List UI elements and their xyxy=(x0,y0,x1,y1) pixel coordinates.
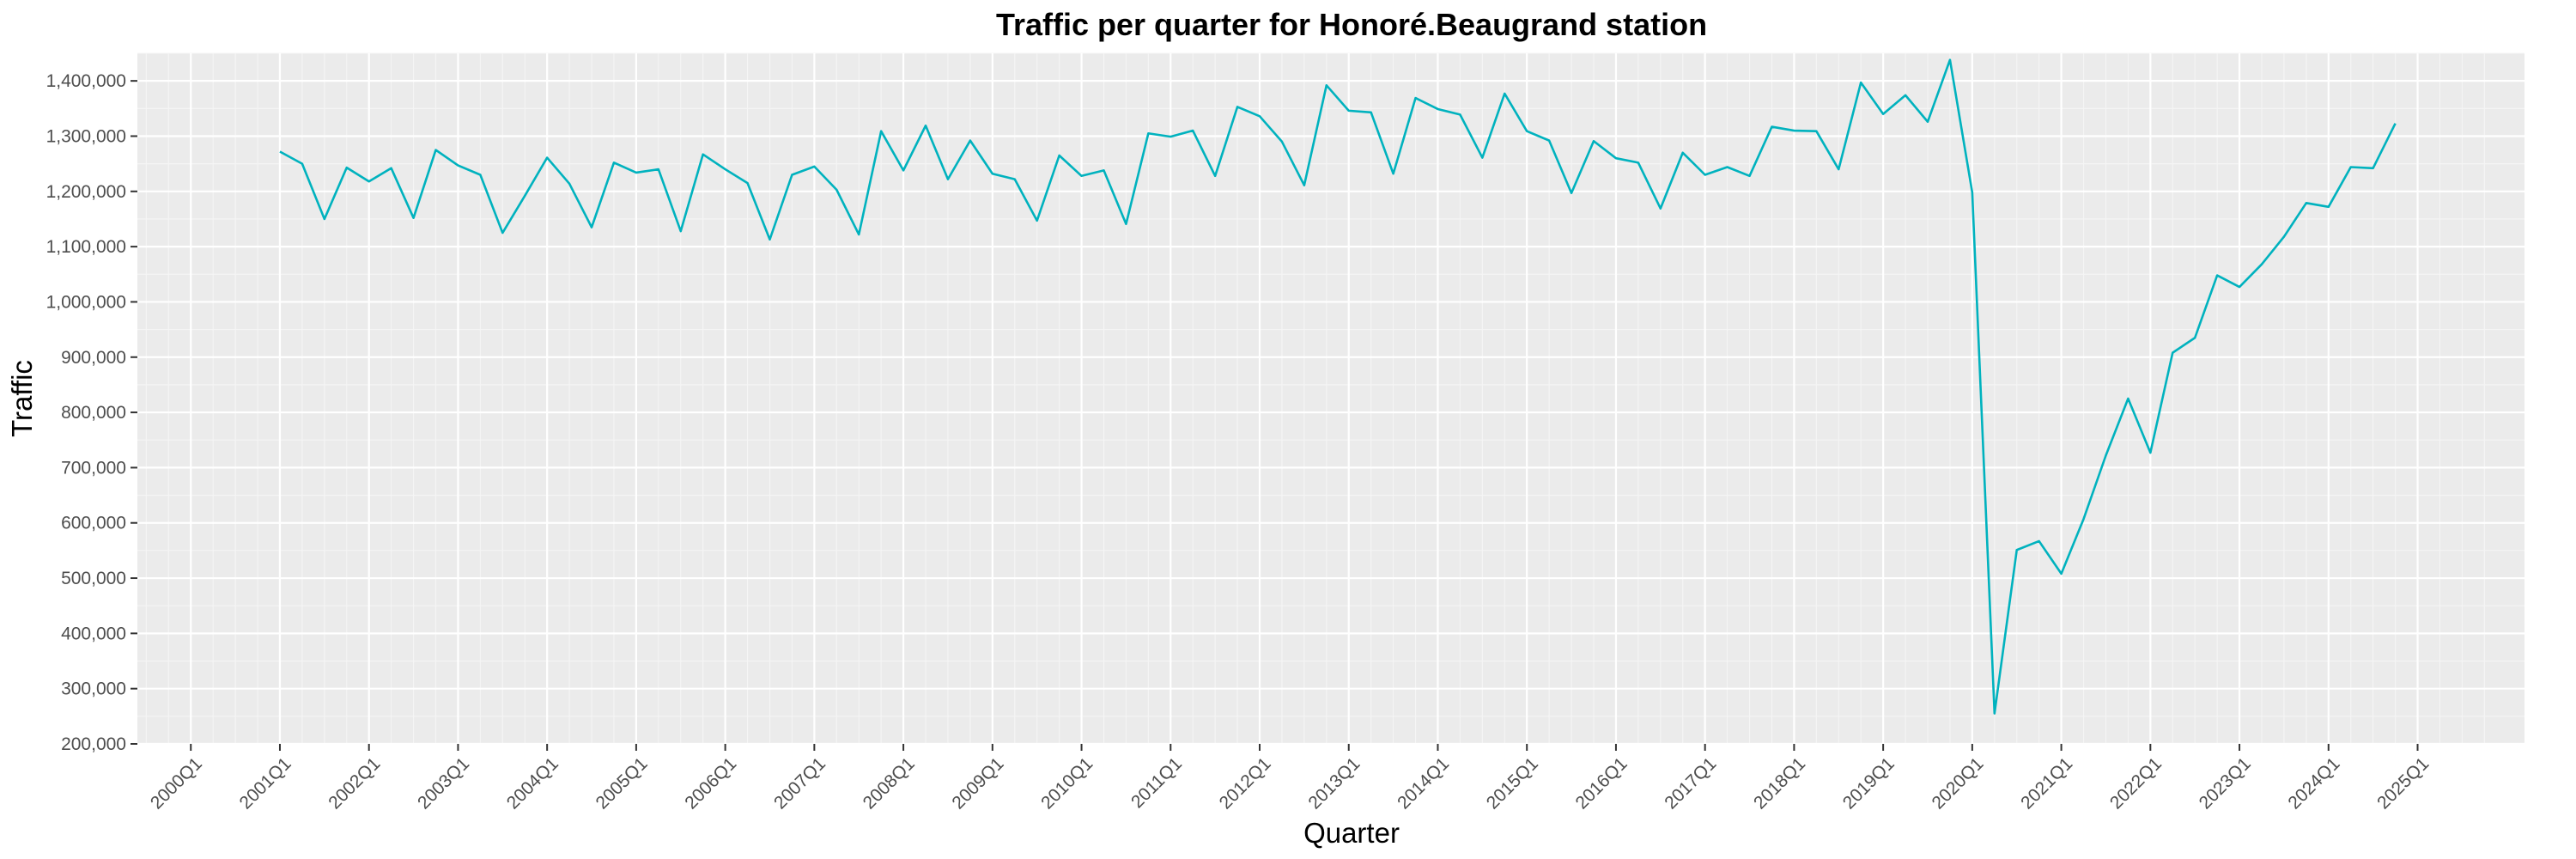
y-tick-label: 1,200,000 xyxy=(46,182,126,202)
x-tick-label: 2012Q1 xyxy=(1216,753,1275,813)
x-tick-label: 2019Q1 xyxy=(1839,753,1899,813)
y-tick-label: 800,000 xyxy=(61,403,126,423)
x-tick-label: 2005Q1 xyxy=(592,753,652,813)
y-tick-label: 1,400,000 xyxy=(46,71,126,91)
y-tick-label: 1,100,000 xyxy=(46,237,126,257)
y-tick-label: 600,000 xyxy=(61,514,126,533)
minor-gridlines xyxy=(137,52,2524,744)
y-tick-label: 900,000 xyxy=(61,348,126,368)
x-tick-label: 2020Q1 xyxy=(1928,753,1987,813)
x-tick-label: 2006Q1 xyxy=(681,753,740,813)
y-axis: 200,000 300,000 400,000 500,000 600,000 700,0… xyxy=(46,71,137,754)
x-axis-title: Quarter xyxy=(1303,817,1400,849)
series-layer xyxy=(279,58,2397,715)
x-tick-label: 2007Q1 xyxy=(770,753,829,813)
x-tick-label: 2015Q1 xyxy=(1483,753,1542,813)
x-tick-label: 2024Q1 xyxy=(2284,753,2343,813)
x-tick-label: 2001Q1 xyxy=(236,753,295,813)
x-tick-label: 2025Q1 xyxy=(2373,753,2433,813)
y-tick-label: 400,000 xyxy=(61,624,126,643)
y-tick-label: 200,000 xyxy=(61,734,126,754)
y-tick-label: 700,000 xyxy=(61,458,126,478)
traffic-series-line xyxy=(279,58,2397,715)
x-tick-label: 2016Q1 xyxy=(1572,753,1631,813)
y-tick-label: 1,300,000 xyxy=(46,126,126,146)
y-tick-label: 300,000 xyxy=(61,679,126,699)
y-axis-title: Traffic xyxy=(6,360,38,437)
x-tick-label: 2002Q1 xyxy=(325,753,384,813)
x-tick-label: 2014Q1 xyxy=(1394,753,1453,813)
x-tick-label: 2008Q1 xyxy=(860,753,919,813)
x-tick-label: 2023Q1 xyxy=(2196,753,2255,813)
x-tick-label: 2022Q1 xyxy=(2106,753,2166,813)
major-gridlines xyxy=(137,53,2524,746)
plot-panel xyxy=(137,53,2524,744)
x-tick-label: 2009Q1 xyxy=(948,753,1007,813)
y-tick-label: 500,000 xyxy=(61,569,126,588)
x-tick-label: 2004Q1 xyxy=(503,753,562,813)
x-tick-label: 2003Q1 xyxy=(414,753,473,813)
x-tick-label: 2010Q1 xyxy=(1037,753,1097,813)
x-tick-label: 2013Q1 xyxy=(1304,753,1364,813)
x-tick-label: 2018Q1 xyxy=(1750,753,1809,813)
x-tick-label: 2021Q1 xyxy=(2017,753,2076,813)
x-tick-label: 2017Q1 xyxy=(1661,753,1720,813)
y-tick-label: 1,000,000 xyxy=(46,292,126,312)
x-axis: 2000Q1 2001Q1 2002Q1 2003Q1 2004Q1 2005Q1 2006… xyxy=(147,744,2433,813)
x-tick-label: 2000Q1 xyxy=(147,753,206,813)
x-tick-label: 2011Q1 xyxy=(1127,753,1186,812)
chart-title: Traffic per quarter for Honoré.Beaugrand… xyxy=(996,7,1707,42)
